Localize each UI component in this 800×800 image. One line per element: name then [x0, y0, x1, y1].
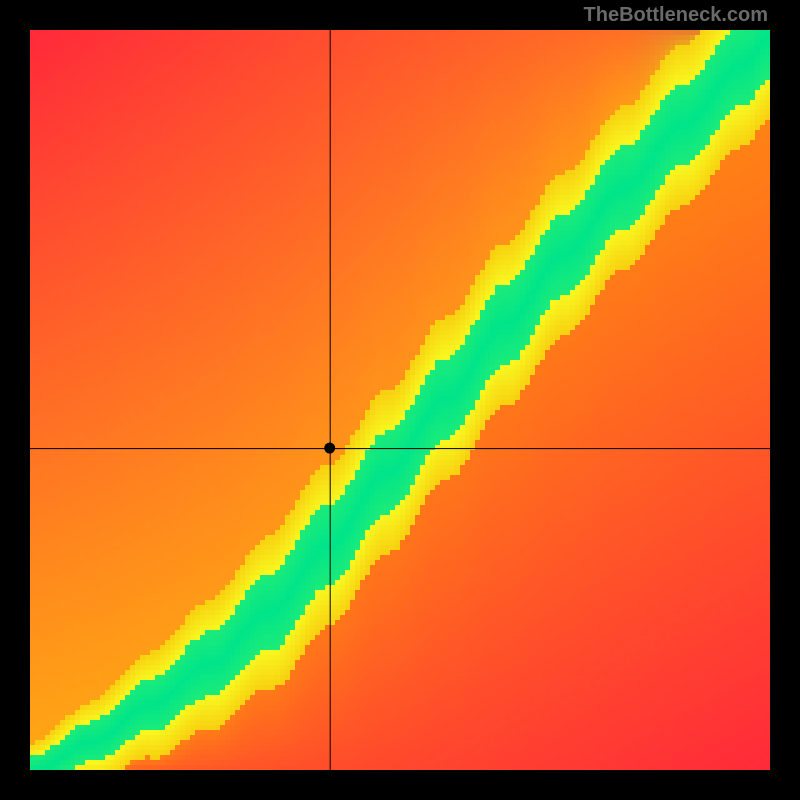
heatmap-canvas: [0, 0, 800, 800]
watermark: TheBottleneck.com: [584, 4, 768, 27]
